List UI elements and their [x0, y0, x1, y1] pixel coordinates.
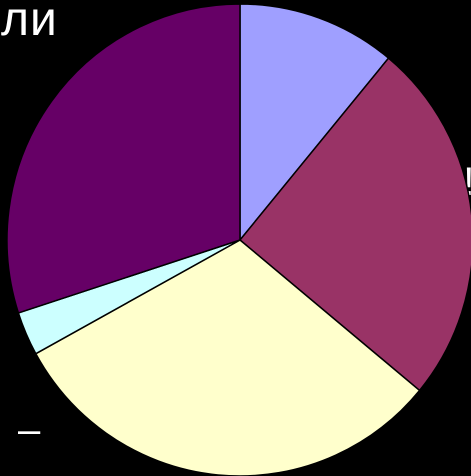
pie-slice-2	[238, 57, 471, 392]
pie-slice-5	[6, 3, 241, 314]
pie-slices	[6, 3, 471, 476]
pie-slice-3	[34, 239, 421, 476]
background-text-top: ли	[1, 0, 58, 46]
background-text-bottom: –	[18, 408, 41, 452]
pie-slice-1	[239, 3, 390, 243]
